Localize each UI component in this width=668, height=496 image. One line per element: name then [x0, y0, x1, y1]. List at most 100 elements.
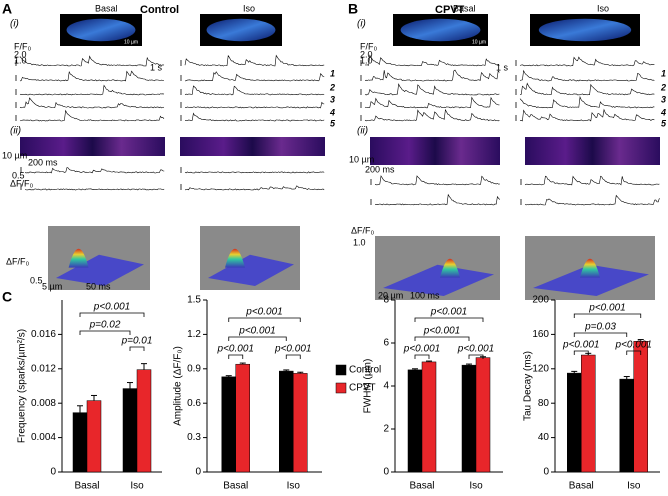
scale-label: 100 ms	[410, 290, 440, 300]
cell-image	[538, 18, 632, 42]
bar	[619, 378, 634, 473]
y-tick-label: 0.004	[31, 432, 56, 443]
scale-label: 10 µm	[349, 154, 374, 164]
axis-label: ΔF/F₀	[351, 225, 375, 235]
trace	[184, 54, 325, 67]
bar	[581, 354, 596, 473]
decoration	[15, 14, 660, 300]
y-axis-label: Tau Decay (ms)	[523, 351, 534, 421]
surface-plot	[533, 264, 649, 296]
bar	[72, 412, 88, 473]
sub-label: (i)	[10, 19, 19, 30]
trace	[364, 108, 500, 122]
scale-label: 10 µm	[2, 150, 27, 160]
significance-bracket	[129, 346, 145, 351]
trace	[24, 188, 165, 191]
scale-label: 1.0	[14, 55, 27, 65]
panel-title: Control	[140, 4, 179, 16]
trace	[19, 55, 165, 67]
scale-label: 0.5	[30, 275, 43, 285]
trace-label: 5	[330, 118, 336, 128]
y-tick-label: 0.3	[187, 432, 201, 443]
significance-bracket	[626, 350, 642, 355]
significance-bracket	[228, 336, 287, 341]
trace-label: 4	[329, 107, 335, 117]
trace	[364, 83, 500, 96]
trace	[184, 85, 325, 96]
y-tick-label: 1.5	[187, 295, 201, 306]
significance-bracket	[228, 317, 301, 322]
panel-title: CPVT	[435, 4, 465, 16]
y-tick-label: 0.012	[31, 363, 56, 374]
y-tick-label: 0.6	[187, 398, 201, 409]
line-scan	[525, 137, 660, 165]
trace	[519, 69, 655, 82]
y-tick-label: 0	[195, 467, 201, 478]
surface-peak	[68, 248, 89, 268]
bar	[279, 370, 294, 473]
bar	[122, 388, 138, 473]
y-tick-label: 200	[532, 295, 549, 306]
annotation: p=0.02	[89, 320, 121, 331]
trace	[19, 97, 165, 109]
legend-label: Control	[349, 365, 381, 376]
y-tick-label: 0.016	[31, 329, 56, 340]
scale-label: 10 µm	[124, 39, 138, 45]
panel-letter: B	[348, 1, 358, 17]
annotation: p<0.001	[562, 340, 599, 351]
x-tick-label: Basal	[569, 481, 594, 492]
annotation: p<0.001	[238, 326, 275, 337]
panel-letter: C	[2, 289, 12, 305]
y-axis-label: Frequency (sparks/µm²/s)	[17, 329, 28, 443]
trace-label: 1	[330, 68, 335, 78]
significance-bracket	[228, 354, 244, 359]
trace	[24, 167, 165, 174]
bar	[633, 341, 648, 473]
y-axis-label: FWHM (µm)	[363, 359, 374, 414]
bar	[235, 363, 250, 473]
trace	[374, 175, 500, 186]
trace	[524, 175, 660, 186]
bar	[475, 357, 491, 473]
x-tick-label: Iso	[469, 481, 483, 492]
surface-peak	[580, 258, 600, 278]
trace	[19, 109, 165, 122]
y-tick-label: 1.2	[187, 329, 201, 340]
sub-label: (ii)	[10, 126, 21, 137]
significance-bracket	[573, 313, 642, 318]
trace	[184, 185, 325, 191]
trace-label: 2	[660, 82, 666, 92]
line-scan	[180, 137, 325, 156]
y-tick-label: 160	[532, 329, 549, 340]
significance-bracket	[414, 317, 484, 322]
significance-bracket	[573, 350, 589, 355]
trace-label: 2	[329, 82, 335, 92]
trace	[184, 171, 325, 174]
scale-label: 0.5	[12, 170, 25, 180]
trace	[519, 82, 655, 96]
trace	[519, 56, 655, 67]
y-axis-label: Amplitude (ΔF/F₀)	[173, 346, 184, 426]
scale-label: 50 ms	[86, 281, 111, 291]
annotation: p<0.001	[423, 326, 460, 337]
y-tick-label: 0	[50, 467, 56, 478]
bar	[461, 364, 477, 473]
x-tick-label: Basal	[223, 481, 248, 492]
annotation: p=0.03	[584, 322, 616, 333]
surface-plot	[56, 254, 144, 286]
annotation: p<0.001	[274, 344, 311, 355]
line-scan	[370, 137, 500, 165]
trace-label: 5	[661, 118, 667, 128]
y-tick-label: 0	[383, 467, 389, 478]
x-tick-label: Iso	[130, 481, 144, 492]
scale-label: 2.0	[360, 49, 373, 59]
significance-bracket	[414, 354, 430, 359]
scale-label: 200 ms	[28, 157, 58, 167]
scale-label: 10 µm	[472, 39, 486, 45]
bar	[293, 373, 308, 473]
scale-label: 2.0	[14, 49, 27, 59]
scale-label: 20 µm	[378, 290, 403, 300]
trace	[524, 194, 660, 206]
bar	[421, 361, 437, 473]
